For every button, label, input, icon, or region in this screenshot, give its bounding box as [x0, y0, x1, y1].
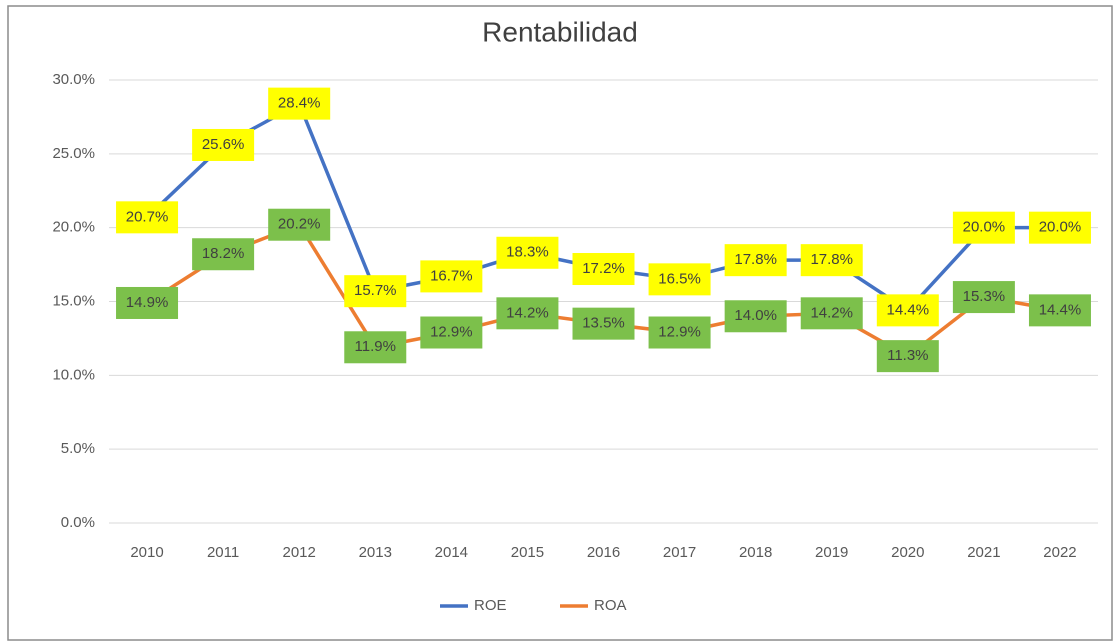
y-tick-label: 30.0% [52, 71, 95, 88]
data-label: 12.9% [430, 323, 473, 340]
x-tick-label: 2011 [207, 544, 239, 561]
data-label: 17.2% [582, 260, 625, 277]
data-label-box [192, 238, 255, 271]
y-tick-label: 20.0% [52, 219, 95, 236]
chart-border [7, 5, 1113, 641]
data-label: 16.5% [658, 270, 701, 287]
data-label-box [1028, 211, 1091, 244]
x-tick-label: 2017 [663, 544, 696, 561]
x-tick-label: 2020 [891, 544, 924, 561]
data-label: 11.9% [355, 338, 396, 355]
data-label-box [800, 297, 863, 330]
data-label: 15.3% [963, 288, 1006, 305]
x-tick-label: 2010 [130, 544, 163, 561]
data-label: 25.6% [202, 136, 245, 153]
data-label-box [952, 211, 1015, 244]
data-label-box [268, 87, 331, 120]
data-label: 28.4% [278, 95, 321, 112]
data-label: 20.0% [1039, 219, 1082, 236]
data-label: 13.5% [582, 315, 625, 332]
data-label: 11.3% [887, 347, 928, 364]
data-label-box [192, 128, 255, 161]
data-label: 14.0% [734, 307, 777, 324]
data-label-box [268, 208, 331, 241]
data-label-box [800, 244, 863, 277]
data-label: 12.9% [658, 323, 701, 340]
y-tick-label: 15.0% [52, 292, 95, 309]
x-tick-label: 2014 [435, 544, 468, 561]
data-label: 20.0% [963, 219, 1006, 236]
data-label-box [344, 331, 407, 364]
y-tick-label: 25.0% [52, 145, 95, 162]
data-label-box [572, 307, 635, 340]
legend-label: ROE [474, 597, 507, 614]
data-label-box [572, 253, 635, 286]
data-label-box [876, 294, 939, 327]
data-label-box [724, 244, 787, 277]
data-label-box [496, 297, 559, 330]
data-label-box [648, 263, 711, 296]
y-tick-label: 10.0% [52, 366, 95, 383]
data-label: 14.4% [1039, 301, 1082, 318]
data-label: 18.3% [506, 244, 549, 261]
data-label-box [420, 260, 483, 293]
x-tick-label: 2018 [739, 544, 772, 561]
x-tick-label: 2022 [1043, 544, 1076, 561]
data-label: 17.8% [810, 251, 853, 268]
data-label-box [648, 316, 711, 349]
y-tick-label: 5.0% [61, 440, 95, 457]
data-label-box [116, 201, 179, 234]
x-tick-label: 2015 [511, 544, 544, 561]
x-tick-label: 2019 [815, 544, 848, 561]
data-label: 14.2% [810, 304, 853, 321]
data-label: 15.7% [354, 282, 397, 299]
legend-label: ROA [594, 597, 627, 614]
data-label-box [952, 281, 1015, 314]
data-label: 17.8% [734, 251, 777, 268]
data-label-box [1028, 294, 1091, 327]
data-label: 18.2% [202, 245, 245, 262]
data-label-box [116, 286, 179, 319]
chart-title: Rentabilidad [482, 16, 638, 47]
data-label: 14.4% [887, 301, 930, 318]
data-label: 14.2% [506, 304, 549, 321]
x-tick-label: 2012 [283, 544, 316, 561]
data-label-box [876, 340, 939, 373]
data-label: 14.9% [126, 294, 169, 311]
data-label-box [724, 300, 787, 333]
x-tick-label: 2021 [967, 544, 1000, 561]
data-label: 20.2% [278, 216, 321, 233]
data-label: 20.7% [126, 208, 169, 225]
data-label-box [496, 236, 559, 269]
x-tick-label: 2016 [587, 544, 620, 561]
data-label-box [420, 316, 483, 349]
y-tick-label: 0.0% [61, 514, 95, 531]
data-label: 16.7% [430, 267, 473, 284]
data-label-box [344, 275, 407, 308]
x-tick-label: 2013 [359, 544, 392, 561]
